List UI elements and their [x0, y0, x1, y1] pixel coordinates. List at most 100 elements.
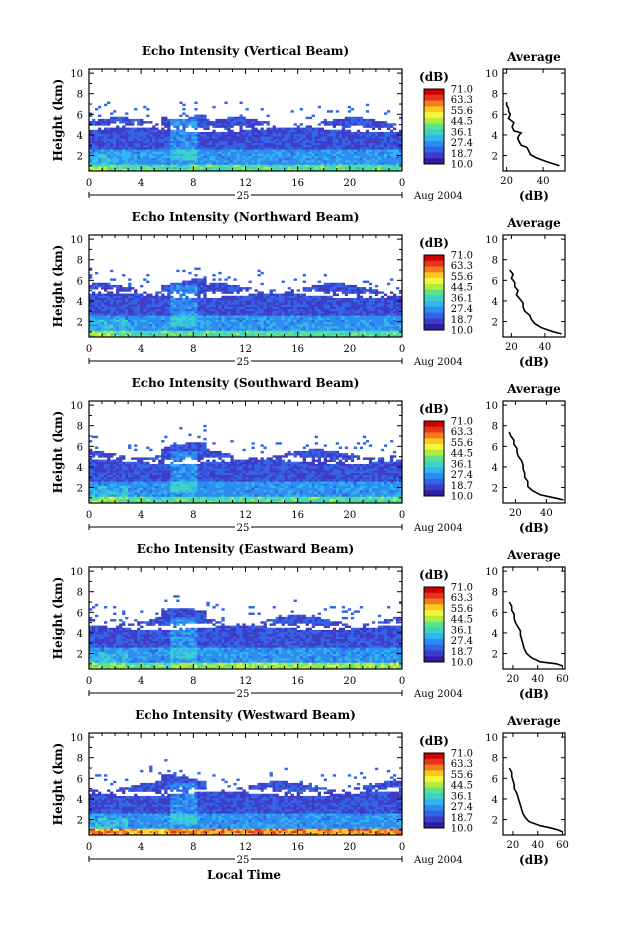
heatmap-cell	[287, 160, 291, 163]
heatmap-cell	[392, 157, 397, 161]
heatmap-cell	[119, 317, 123, 320]
heatmap-cell	[368, 136, 373, 139]
heatmap-cell	[164, 129, 168, 133]
heatmap-cell	[260, 123, 264, 126]
heatmap-cell	[110, 317, 114, 320]
heatmap-cell	[335, 321, 340, 325]
heatmap-cell	[329, 144, 334, 148]
heatmap-cell	[332, 134, 337, 137]
heatmap-cell	[263, 313, 267, 316]
heatmap-cell	[110, 302, 114, 305]
heatmap-cell	[317, 302, 321, 305]
heatmap-cell	[230, 123, 234, 126]
heatmap-cell	[332, 118, 337, 122]
heatmap-cell	[212, 317, 216, 320]
heatmap-cell	[119, 144, 123, 148]
heatmap-cell	[359, 313, 364, 316]
heatmap-cell	[281, 295, 285, 299]
heatmap-cell	[302, 138, 306, 141]
heatmap-cell	[245, 315, 249, 318]
heatmap-cell	[161, 138, 165, 141]
x-tick-label: 12	[239, 178, 252, 189]
heatmap-cell	[104, 149, 108, 152]
heatmap-cell	[284, 332, 288, 336]
heatmap-cell	[200, 149, 204, 152]
y-tick-label: 4	[77, 297, 83, 308]
heatmap-cell	[299, 323, 303, 327]
heatmap-cell	[248, 168, 252, 172]
heatmap-cell	[329, 129, 334, 133]
heatmap-cell	[179, 297, 183, 301]
heatmap-cell	[167, 153, 171, 157]
heatmap-cell	[284, 129, 288, 133]
heatmap-cell	[263, 328, 267, 331]
heatmap-cell	[149, 334, 153, 338]
heatmap-cell	[248, 310, 252, 314]
heatmap-cell	[284, 134, 288, 137]
y-tick-label: 2	[77, 318, 83, 329]
heatmap-cell	[170, 295, 174, 299]
heatmap-cell	[233, 304, 237, 307]
heatmap-cell	[248, 319, 252, 323]
heatmap-cell	[239, 136, 243, 139]
heatmap-cell	[314, 317, 318, 320]
heatmap-cell	[137, 127, 141, 131]
heatmap-cell	[209, 330, 213, 333]
heatmap-cell	[323, 274, 328, 277]
heatmap-cell	[245, 304, 249, 307]
heatmap-cell	[251, 123, 255, 126]
heatmap-cell	[167, 144, 171, 148]
heatmap-cell	[137, 326, 141, 329]
heatmap-cell	[176, 297, 180, 301]
heatmap-cell	[335, 289, 340, 292]
heatmap-cell	[359, 310, 364, 314]
heatmap-cell	[383, 147, 388, 150]
heatmap-cell	[263, 121, 267, 124]
heatmap-cell	[329, 164, 334, 167]
heatmap-cell	[197, 282, 201, 286]
heatmap-cell	[356, 308, 361, 312]
heatmap-cell	[215, 162, 219, 165]
heatmap-cell	[215, 306, 219, 310]
heatmap-cell	[320, 166, 324, 170]
heatmap-cell	[140, 310, 144, 314]
heatmap-cell	[317, 155, 321, 159]
colorbar-swatch	[424, 255, 444, 262]
heatmap-cell	[341, 138, 346, 141]
heatmap-cell	[92, 483, 96, 486]
heatmap-cell	[350, 300, 355, 303]
heatmap-cell	[200, 136, 204, 139]
heatmap-cell	[350, 302, 355, 305]
heatmap-cell	[197, 114, 201, 117]
heatmap-cell	[158, 332, 162, 336]
heatmap-cell	[293, 162, 297, 165]
heatmap-cell	[179, 142, 183, 146]
heatmap-cell	[203, 313, 207, 316]
heatmap-cell	[377, 304, 382, 307]
heatmap-cell	[332, 330, 337, 333]
heatmap-cell	[248, 328, 252, 331]
heatmap-cell	[134, 334, 138, 338]
heatmap-cell	[188, 330, 192, 333]
heatmap-cell	[191, 310, 195, 314]
heatmap-cell	[245, 131, 249, 135]
heatmap-cell	[308, 134, 312, 137]
heatmap-cell	[347, 323, 352, 327]
heatmap-cell	[209, 323, 213, 327]
heatmap-cell	[209, 140, 213, 144]
heatmap-cell	[257, 334, 261, 338]
heatmap-cell	[275, 323, 279, 327]
heatmap-cell	[143, 330, 147, 333]
heatmap-cell	[290, 321, 294, 325]
heatmap-cell	[143, 310, 147, 314]
heatmap-cell	[311, 302, 315, 305]
heatmap-cell	[275, 315, 279, 318]
heatmap-cell	[380, 332, 385, 336]
heatmap-cell	[245, 308, 249, 312]
heatmap-cell	[188, 123, 192, 126]
heatmap-cell	[134, 149, 138, 152]
heatmap-cell	[98, 157, 102, 161]
heatmap-cell	[251, 147, 255, 150]
heatmap-cell	[293, 164, 297, 167]
heatmap-cell	[245, 295, 249, 299]
